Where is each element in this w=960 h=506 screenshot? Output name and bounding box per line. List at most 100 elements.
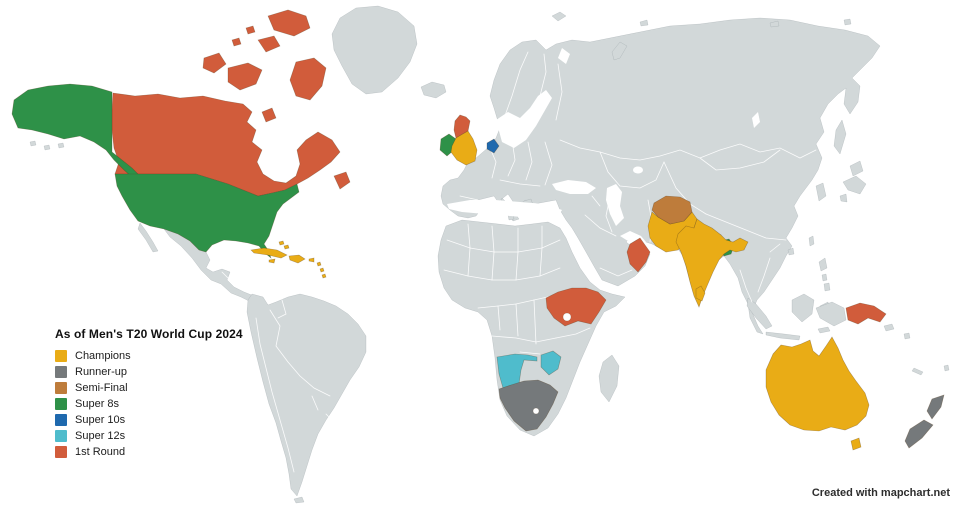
legend-item-label: Super 10s — [75, 414, 126, 426]
island-victoria[interactable] — [227, 62, 263, 91]
country-zimbabwe[interactable] — [540, 350, 562, 376]
country-korea[interactable] — [815, 182, 827, 202]
country-cuba[interactable] — [250, 247, 288, 259]
country-new-zealand-north[interactable] — [926, 394, 945, 420]
legend-item-super-10s: Super 10s — [55, 414, 243, 426]
country-japan-hokkaido[interactable] — [849, 160, 864, 177]
island-newfoundland[interactable] — [333, 171, 351, 190]
baltic-sea — [496, 90, 552, 148]
arctic-islet-1[interactable] — [231, 37, 242, 47]
legend-title: As of Men's T20 World Cup 2024 — [55, 327, 243, 341]
country-puerto-rico[interactable] — [308, 257, 315, 263]
legend-item-semi-final: Semi-Final — [55, 382, 243, 394]
legend-item-label: Semi-Final — [75, 382, 128, 394]
island-tasmania[interactable] — [850, 437, 862, 451]
red-sea — [567, 230, 597, 280]
island-franz-josef[interactable] — [639, 19, 649, 27]
region-baja-california[interactable] — [137, 222, 159, 253]
island-baffin[interactable] — [289, 57, 327, 101]
continent-south-america[interactable] — [246, 293, 367, 497]
country-netherlands[interactable] — [486, 138, 500, 154]
semi-final-group — [651, 195, 693, 225]
country-papua-new-guinea[interactable] — [845, 302, 887, 325]
country-philippines-mindanao[interactable] — [823, 282, 831, 292]
legend-item-label: Super 12s — [75, 430, 126, 442]
island-devon[interactable] — [257, 35, 281, 53]
island-svalbard[interactable] — [551, 11, 567, 22]
island-hainan[interactable] — [787, 247, 795, 256]
island-new-siberian[interactable] — [769, 20, 780, 28]
island-aleutians-2[interactable] — [43, 144, 51, 151]
country-south-africa[interactable] — [498, 379, 559, 432]
country-oman[interactable] — [626, 237, 651, 273]
island-antilles-1[interactable] — [316, 261, 322, 267]
island-antilles-3[interactable] — [321, 273, 327, 279]
island-novaya-zemlya[interactable] — [611, 41, 628, 61]
semi-final-swatch — [55, 382, 67, 394]
black-sea — [552, 180, 596, 194]
first-round-group — [111, 9, 887, 327]
country-japan-kyushu[interactable] — [839, 193, 848, 203]
first-round-swatch — [55, 446, 67, 458]
island-new-caledonia[interactable] — [911, 367, 924, 376]
legend-item-1st-round: 1st Round — [55, 446, 243, 458]
country-philippines-visayas[interactable] — [821, 273, 828, 282]
white-sea — [558, 48, 570, 64]
island-sumatra[interactable] — [746, 297, 773, 330]
arctic-islet-2[interactable] — [245, 25, 256, 35]
country-japan-honshu[interactable] — [842, 175, 867, 195]
country-usa-mainland[interactable] — [114, 173, 300, 259]
country-iceland[interactable] — [420, 81, 447, 99]
country-madagascar[interactable] — [598, 354, 620, 403]
island-bahamas-1[interactable] — [278, 240, 285, 246]
island-timor[interactable] — [817, 326, 831, 334]
super-10s-group — [486, 138, 500, 154]
island-bahamas-2[interactable] — [283, 244, 290, 250]
island-southampton[interactable] — [261, 107, 277, 123]
island-aleutians-1[interactable] — [29, 140, 37, 147]
continent-africa[interactable] — [437, 219, 626, 437]
country-greenland[interactable] — [331, 5, 418, 95]
super-10s-swatch — [55, 414, 67, 426]
island-banks[interactable] — [202, 52, 227, 74]
island-fiji[interactable] — [943, 364, 950, 372]
country-new-zealand-south[interactable] — [904, 419, 934, 449]
country-sri-lanka[interactable] — [695, 285, 706, 302]
region-west-new-guinea[interactable] — [815, 301, 847, 327]
country-australia[interactable] — [765, 336, 870, 432]
legend-item-label: Runner-up — [75, 366, 127, 378]
lakes-over-colored — [532, 312, 572, 415]
super-8s-swatch — [55, 398, 67, 410]
country-uganda-kenya[interactable] — [545, 287, 607, 327]
country-england-wales[interactable] — [450, 130, 478, 166]
island-sakhalin[interactable] — [833, 119, 847, 155]
lake-baikal — [752, 112, 760, 128]
island-java[interactable] — [765, 331, 801, 341]
legend-item-super-8s: Super 8s — [55, 398, 243, 410]
island-wrangel[interactable] — [843, 18, 852, 26]
island-antilles-2[interactable] — [319, 267, 325, 273]
caspian-sea — [606, 184, 624, 226]
country-philippines-luzon[interactable] — [818, 257, 828, 272]
super-12s-group — [496, 350, 562, 396]
country-india[interactable] — [675, 218, 749, 308]
aral-sea — [633, 166, 643, 174]
country-hispaniola[interactable] — [288, 254, 306, 264]
island-taiwan[interactable] — [808, 235, 815, 247]
legend-item-runner-up: Runner-up — [55, 366, 243, 378]
country-jamaica[interactable] — [268, 258, 276, 264]
island-ellesmere[interactable] — [267, 9, 311, 37]
legend-item-champions: Champions — [55, 350, 243, 362]
country-lesotho — [532, 407, 540, 415]
super-12s-swatch — [55, 430, 67, 442]
island-solomons[interactable] — [903, 332, 911, 340]
country-afghanistan[interactable] — [651, 195, 693, 225]
legend-rows: Champions Runner-up Semi-Final Super 8s … — [55, 350, 243, 458]
island-borneo[interactable] — [791, 293, 815, 323]
island-tierra-del-fuego[interactable] — [293, 496, 305, 504]
runner-up-group — [498, 379, 945, 449]
island-new-britain[interactable] — [883, 323, 895, 332]
island-aleutians-3[interactable] — [57, 142, 65, 149]
